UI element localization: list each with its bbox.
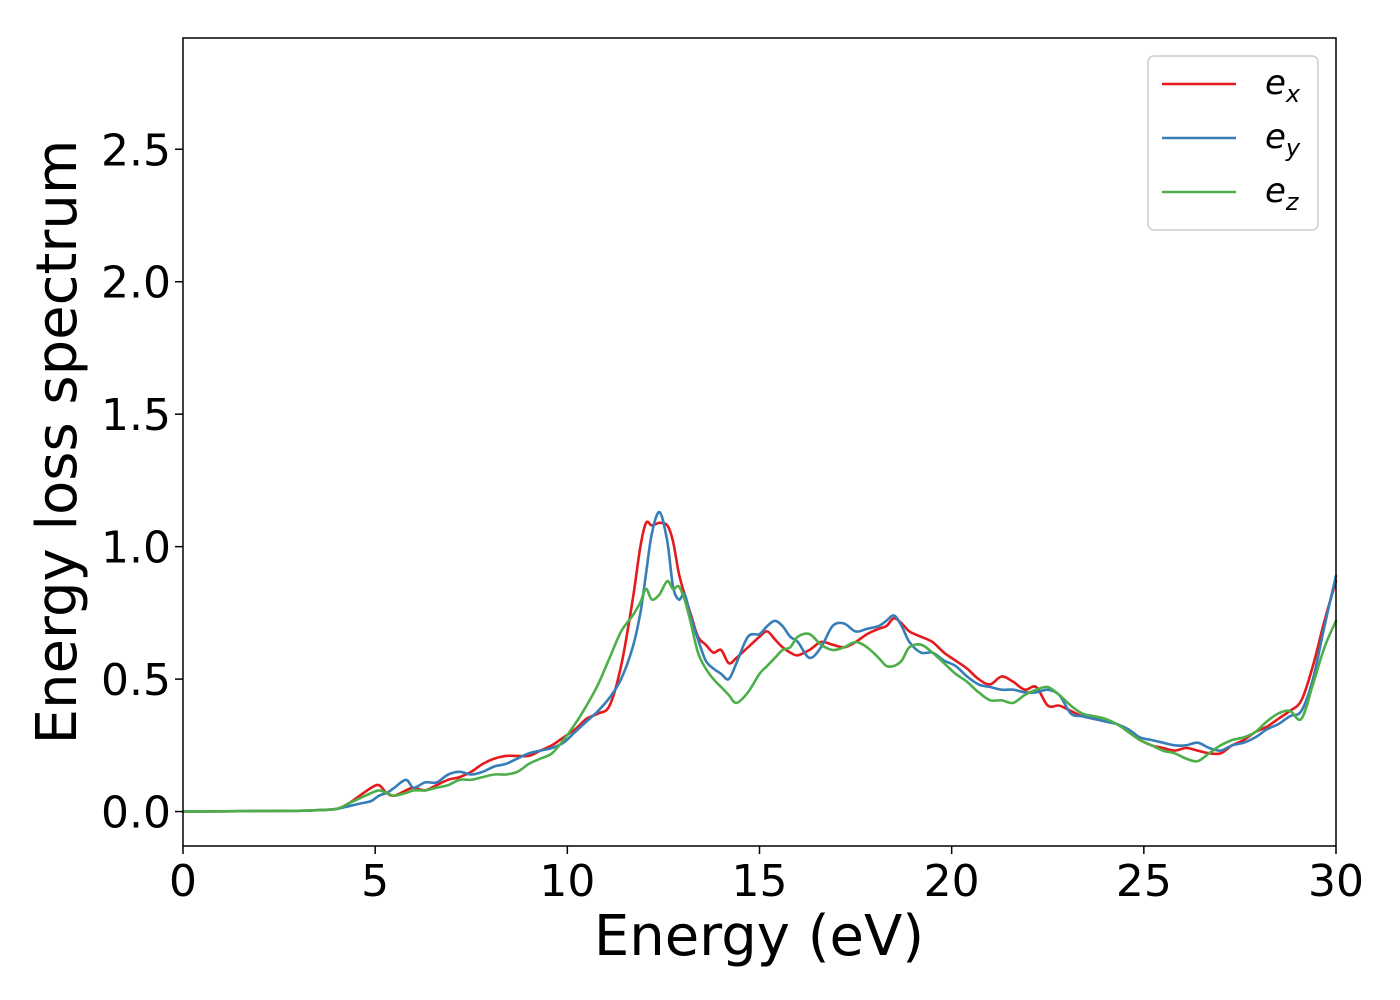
y-tick-label: 1.0 <box>101 523 171 574</box>
legend-label-subscript: z <box>1285 188 1300 216</box>
x-tick-label: 30 <box>1308 856 1364 907</box>
y-tick-label: 2.0 <box>101 258 171 309</box>
x-tick-label: 15 <box>732 856 788 907</box>
legend-label-z: ez <box>1265 171 1300 216</box>
series-layer <box>181 510 1338 813</box>
legend-box <box>1147 55 1319 231</box>
y-axis-title: Energy loss spectrum <box>25 140 90 745</box>
x-tick-label: 20 <box>924 856 980 907</box>
legend-label-y: ey <box>1265 117 1301 162</box>
legend-label-base: e <box>1265 117 1286 157</box>
x-tick-label: 10 <box>539 856 595 907</box>
y-tick-label: 1.5 <box>101 390 171 441</box>
y-axis-ticks: 0.0 0.5 1.0 1.5 2.0 2.5 <box>101 125 183 839</box>
x-axis-ticks: 0 5 10 15 20 25 30 <box>169 846 1364 907</box>
legend-label-base: e <box>1265 171 1286 211</box>
legend-label-x: ex <box>1265 63 1301 108</box>
series-line-y <box>181 510 1338 813</box>
legend-label-subscript: x <box>1285 80 1301 108</box>
y-tick-label: 0.5 <box>101 655 171 706</box>
x-axis-title: Energy (eV) <box>594 904 924 969</box>
legend-label-subscript: y <box>1285 134 1301 162</box>
x-tick-label: 0 <box>169 856 197 907</box>
x-tick-label: 25 <box>1116 856 1172 907</box>
y-tick-label: 2.5 <box>101 125 171 176</box>
x-tick-label: 5 <box>361 856 389 907</box>
series-line-z <box>181 579 1338 813</box>
legend-label-base: e <box>1265 63 1286 103</box>
y-tick-label: 0.0 <box>101 788 171 839</box>
